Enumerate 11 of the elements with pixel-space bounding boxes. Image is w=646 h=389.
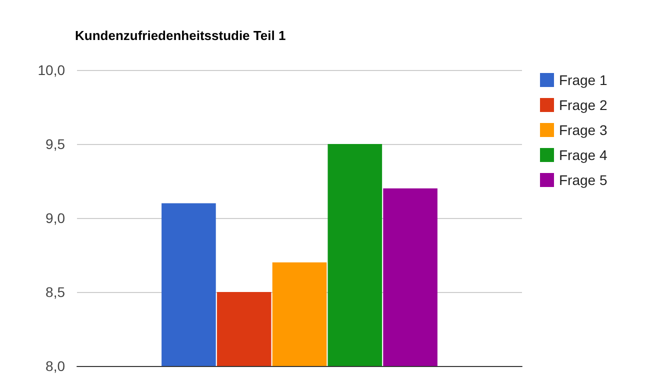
y-tick-label: 8,5: [46, 284, 66, 300]
y-tick-label: 8,0: [46, 358, 66, 374]
legend-label: Frage 2: [559, 97, 608, 113]
legend-label: Frage 5: [559, 172, 608, 188]
legend-label: Frage 1: [559, 72, 608, 88]
legend-label: Frage 3: [559, 122, 608, 138]
y-tick-label: 10,0: [38, 62, 66, 78]
y-tick-label: 9,0: [46, 210, 66, 226]
y-tick-label: 9,5: [46, 136, 66, 152]
legend-label: Frage 4: [559, 147, 608, 163]
chart-title: Kundenzufriedenheitsstudie Teil 1: [75, 28, 286, 43]
